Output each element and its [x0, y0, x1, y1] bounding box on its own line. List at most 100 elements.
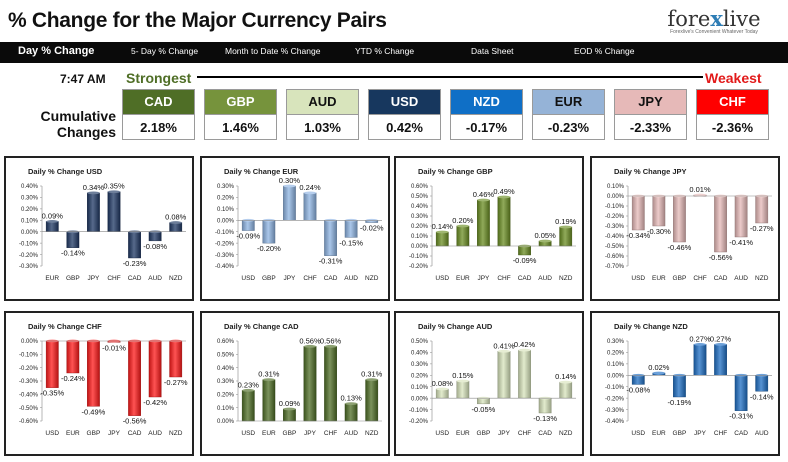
data-label: 0.08% — [432, 379, 454, 388]
x-tick-label: USD — [435, 275, 449, 282]
x-tick-label: AUD — [734, 275, 748, 282]
x-tick-label: NZD — [755, 275, 769, 282]
bar-usd — [241, 390, 255, 422]
x-tick-label: GBP — [66, 275, 80, 282]
data-label: 0.27% — [689, 334, 711, 343]
chart-title: Daily % Change CHF — [28, 322, 102, 331]
tab-day-change[interactable]: Day % Change — [18, 45, 95, 57]
tab-data-sheet[interactable]: Data Sheet — [471, 46, 514, 56]
bar-eur — [456, 380, 470, 399]
currency-name: NZD — [451, 90, 522, 114]
data-label: 0.46% — [473, 190, 495, 199]
tab-ytd-change[interactable]: YTD % Change — [355, 46, 415, 56]
data-label: 0.01% — [689, 185, 711, 194]
x-tick-label: EUR — [456, 275, 470, 282]
x-tick-label: JPY — [498, 430, 511, 437]
x-tick-label: JPY — [283, 275, 296, 282]
y-tick-label: -0.40% — [605, 419, 625, 425]
y-tick-label: -0.10% — [215, 230, 235, 236]
x-tick-label: CHF — [518, 430, 531, 437]
tab-5day-change[interactable]: 5- Day % Change — [131, 46, 199, 56]
x-tick-label: GBP — [477, 430, 491, 437]
bar-nzd — [559, 226, 573, 247]
data-label: 0.15% — [452, 371, 474, 380]
y-tick-label: 0.20% — [217, 393, 235, 399]
bar-chf — [303, 192, 317, 221]
data-label: 0.31% — [361, 370, 383, 379]
y-tick-label: -0.20% — [605, 214, 625, 220]
y-tick-label: 0.40% — [411, 204, 429, 210]
y-tick-label: -0.50% — [19, 406, 39, 412]
data-label: 0.09% — [42, 211, 64, 220]
data-label: -0.14% — [61, 249, 85, 258]
data-label: 0.24% — [299, 183, 321, 192]
chart-jpy: Daily % Change JPY 0.10% 0.00% -0.10% -0.20%… — [605, 167, 774, 282]
y-tick-label: 0.30% — [21, 196, 39, 202]
data-label: -0.01% — [102, 343, 126, 352]
data-label: -0.15% — [339, 238, 363, 247]
x-tick-label: EUR — [456, 430, 470, 437]
x-tick-label: NZD — [365, 430, 379, 437]
y-tick-label: -0.40% — [215, 264, 235, 270]
y-tick-label: -0.40% — [605, 234, 625, 240]
y-tick-label: -0.20% — [215, 241, 235, 247]
x-tick-label: CAD — [538, 430, 552, 437]
x-tick-label: USD — [241, 275, 255, 282]
chart-title: Daily % Change USD — [28, 167, 103, 176]
y-tick-label: -0.10% — [19, 353, 39, 359]
data-label: 0.02% — [648, 363, 670, 372]
currency-change-value: -2.33% — [615, 114, 686, 139]
data-label: -0.42% — [143, 398, 167, 407]
y-tick-label: -0.60% — [19, 419, 39, 425]
tab-eod-change[interactable]: EOD % Change — [574, 46, 635, 56]
forexlive-logo[interactable]: forexlive Forexlive's Convenient Whateve… — [654, 6, 774, 40]
bar-jpy — [497, 351, 511, 399]
y-tick-label: 0.30% — [411, 214, 429, 220]
chart-panel-jpy: Daily % Change JPY 0.10% 0.00% -0.10% -0.20%… — [590, 156, 780, 301]
tab-month-to-date-change[interactable]: Month to Date % Change — [225, 46, 321, 56]
x-tick-label: JPY — [477, 275, 490, 282]
bar-gbp — [673, 375, 686, 398]
y-tick-label: 0.20% — [21, 207, 39, 213]
data-label: 0.56% — [299, 336, 321, 345]
x-tick-label: GBP — [673, 430, 687, 437]
bar-nzd — [365, 379, 379, 422]
x-tick-label: GBP — [673, 275, 687, 282]
data-label: 0.49% — [493, 187, 515, 196]
x-tick-label: CHF — [497, 275, 510, 282]
currency-box-eur: EUR -0.23% — [532, 89, 605, 140]
data-label: 0.42% — [514, 340, 536, 349]
y-tick-label: -0.20% — [605, 396, 625, 402]
data-label: 0.20% — [452, 216, 474, 225]
bar-eur — [262, 379, 276, 422]
y-tick-label: 0.10% — [411, 385, 429, 391]
bar-jpy — [283, 185, 296, 221]
y-tick-label: 0.30% — [217, 379, 235, 385]
bar-jpy — [303, 346, 317, 422]
x-tick-label: CAD — [518, 275, 532, 282]
y-tick-label: 0.40% — [21, 184, 39, 190]
data-label: -0.23% — [123, 259, 147, 268]
bar-chf — [107, 191, 121, 232]
x-tick-label: CAD — [324, 275, 338, 282]
chart-panel-aud: Daily % Change AUD 0.50% 0.40% 0.30% 0.20% 0.… — [394, 311, 584, 456]
y-tick-label: -0.10% — [409, 254, 429, 260]
y-tick-label: 0.50% — [411, 194, 429, 200]
y-tick-label: -0.10% — [409, 408, 429, 414]
y-tick-label: 0.00% — [21, 339, 39, 345]
y-tick-label: 0.00% — [411, 244, 429, 250]
y-tick-label: -0.10% — [605, 385, 625, 391]
bar-jpy — [87, 192, 100, 232]
y-tick-label: -0.70% — [605, 264, 625, 270]
bar-nzd — [755, 195, 769, 224]
bar-cad — [714, 195, 727, 253]
x-tick-label: NZD — [559, 430, 573, 437]
data-label: -0.27% — [164, 378, 188, 387]
timestamp: 7:47 AM — [60, 72, 106, 86]
chart-panel-usd: Daily % Change USD 0.40% 0.30% 0.20% 0.10% 0.… — [4, 156, 194, 301]
x-tick-label: NZD — [365, 275, 379, 282]
x-tick-label: CAD — [128, 275, 142, 282]
bar-eur — [45, 221, 59, 232]
currency-box-chf: CHF -2.36% — [696, 89, 769, 140]
y-tick-label: 0.50% — [217, 353, 235, 359]
